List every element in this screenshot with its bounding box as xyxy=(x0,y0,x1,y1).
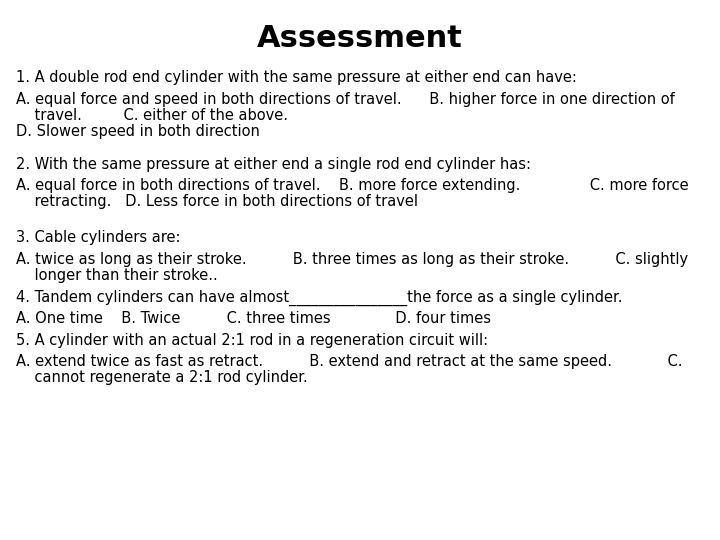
Text: A. equal force in both directions of travel.    B. more force extending.        : A. equal force in both directions of tra… xyxy=(16,178,688,193)
Text: 3. Cable cylinders are:: 3. Cable cylinders are: xyxy=(16,230,180,245)
Text: 1. A double rod end cylinder with the same pressure at either end can have:: 1. A double rod end cylinder with the sa… xyxy=(16,70,577,85)
Text: A. equal force and speed in both directions of travel.      B. higher force in o: A. equal force and speed in both directi… xyxy=(16,92,675,107)
Text: Assessment: Assessment xyxy=(257,24,463,53)
Text: A. extend twice as fast as retract.          B. extend and retract at the same s: A. extend twice as fast as retract. B. e… xyxy=(16,354,683,369)
Text: 5. A cylinder with an actual 2:1 rod in a regeneration circuit will:: 5. A cylinder with an actual 2:1 rod in … xyxy=(16,333,488,348)
Text: retracting.   D. Less force in both directions of travel: retracting. D. Less force in both direct… xyxy=(16,194,418,210)
Text: cannot regenerate a 2:1 rod cylinder.: cannot regenerate a 2:1 rod cylinder. xyxy=(16,370,307,386)
Text: A. One time    B. Twice          C. three times              D. four times: A. One time B. Twice C. three times D. f… xyxy=(16,311,491,326)
Text: travel.         C. either of the above.: travel. C. either of the above. xyxy=(16,108,288,123)
Text: 2. With the same pressure at either end a single rod end cylinder has:: 2. With the same pressure at either end … xyxy=(16,157,531,172)
Text: A. twice as long as their stroke.          B. three times as long as their strok: A. twice as long as their stroke. B. thr… xyxy=(16,252,688,267)
Text: 4. Tandem cylinders can have almost________________the force as a single cylinde: 4. Tandem cylinders can have almost_____… xyxy=(16,289,622,306)
Text: longer than their stroke..: longer than their stroke.. xyxy=(16,268,217,283)
Text: D. Slower speed in both direction: D. Slower speed in both direction xyxy=(16,124,260,139)
